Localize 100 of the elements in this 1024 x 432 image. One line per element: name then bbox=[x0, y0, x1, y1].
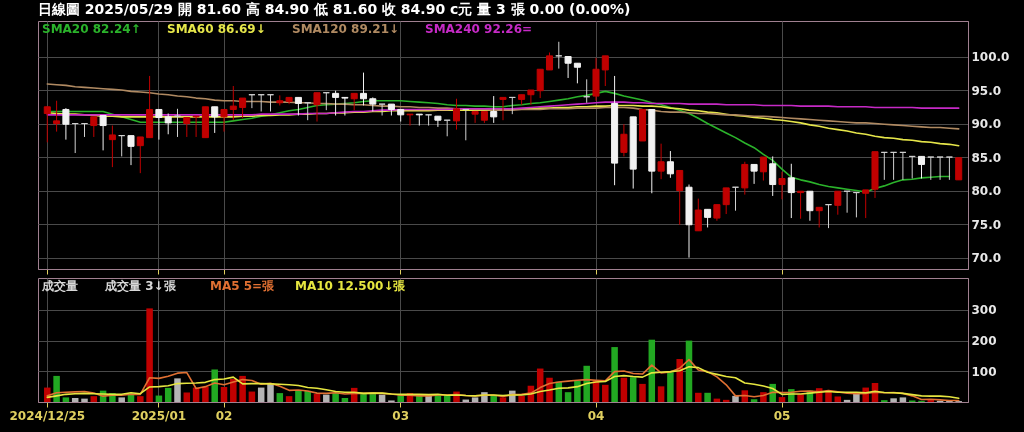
bar bbox=[704, 392, 711, 402]
x-tick-label: 2024/12/25 bbox=[9, 408, 86, 423]
bar bbox=[118, 397, 125, 402]
bar bbox=[695, 392, 702, 402]
bar bbox=[583, 365, 590, 402]
y-tick-label: 70.0 bbox=[971, 251, 1002, 266]
candlestick bbox=[471, 110, 479, 124]
candlestick bbox=[90, 116, 98, 138]
candlestick bbox=[127, 135, 135, 166]
candlestick bbox=[294, 96, 302, 117]
bar bbox=[490, 395, 497, 402]
candlestick bbox=[452, 98, 461, 131]
candlestick bbox=[536, 68, 544, 99]
bar bbox=[471, 397, 479, 402]
candlestick bbox=[917, 155, 926, 180]
y-tick-label: 300 bbox=[971, 303, 997, 318]
bar bbox=[574, 380, 581, 402]
bar bbox=[146, 308, 153, 402]
bar bbox=[518, 395, 525, 402]
bar bbox=[499, 397, 507, 402]
chart-title: 成交量 bbox=[41, 279, 78, 293]
text: SMA120 89.21↓ bbox=[292, 22, 400, 36]
candlestick bbox=[313, 92, 321, 123]
candlestick bbox=[955, 157, 963, 181]
bar bbox=[629, 377, 637, 402]
bar bbox=[620, 377, 628, 402]
candlestick bbox=[778, 171, 786, 200]
bar bbox=[732, 395, 739, 402]
bar bbox=[230, 378, 237, 402]
bar bbox=[323, 394, 330, 402]
candlestick bbox=[220, 108, 228, 133]
text: SMA60 86.69↓ bbox=[167, 22, 266, 36]
candlestick bbox=[62, 107, 70, 141]
candlestick bbox=[927, 156, 935, 181]
bar bbox=[834, 396, 842, 402]
candlestick bbox=[834, 190, 842, 216]
candlestick bbox=[704, 208, 712, 228]
text: SMA20 82.24↑ bbox=[42, 22, 141, 36]
bar bbox=[276, 393, 284, 402]
candlestick bbox=[108, 125, 116, 168]
candlestick bbox=[769, 155, 777, 197]
y-tick-label: 85.0 bbox=[971, 150, 1002, 165]
candlestick bbox=[797, 190, 805, 220]
bar bbox=[90, 396, 98, 402]
candlestick bbox=[657, 143, 665, 180]
candlestick bbox=[564, 56, 572, 79]
bar bbox=[341, 398, 349, 402]
candlestick bbox=[359, 72, 368, 106]
candlestick bbox=[759, 156, 767, 182]
bar bbox=[183, 392, 191, 402]
candlestick bbox=[527, 89, 535, 106]
bar bbox=[667, 372, 674, 402]
bar bbox=[676, 359, 683, 402]
candlestick bbox=[183, 117, 191, 138]
candlestick bbox=[787, 163, 795, 219]
bar bbox=[899, 397, 907, 402]
candlestick bbox=[862, 189, 870, 219]
bar bbox=[220, 386, 228, 402]
bar bbox=[285, 396, 293, 402]
candlestick bbox=[620, 123, 628, 157]
y-tick-label: 80.0 bbox=[971, 184, 1002, 199]
candlestick bbox=[211, 106, 219, 134]
bar bbox=[313, 394, 321, 402]
text: MA10 12.500↓張 bbox=[295, 279, 407, 293]
candlestick bbox=[945, 156, 953, 181]
bar bbox=[611, 347, 618, 402]
candlestick bbox=[229, 85, 237, 121]
bar bbox=[71, 398, 79, 402]
line-series bbox=[46, 83, 960, 130]
candlestick bbox=[806, 190, 814, 222]
candlestick bbox=[43, 105, 51, 143]
candlestick bbox=[666, 150, 674, 179]
candlestick bbox=[136, 136, 144, 174]
candlestick bbox=[722, 187, 730, 215]
candlestick bbox=[490, 95, 498, 124]
bar bbox=[164, 387, 172, 402]
series-label: 成交量 3↓張 bbox=[104, 279, 177, 293]
line-series bbox=[46, 365, 960, 400]
candlestick bbox=[332, 90, 340, 117]
candlestick bbox=[341, 96, 349, 117]
candlestick bbox=[239, 97, 247, 119]
y-tick-label: 95.0 bbox=[971, 83, 1002, 98]
x-tick-label: 04 bbox=[587, 408, 605, 423]
bar bbox=[657, 386, 665, 402]
bar bbox=[639, 383, 646, 402]
bar bbox=[295, 390, 302, 402]
x-tick-label: 05 bbox=[773, 408, 791, 423]
bar bbox=[202, 386, 209, 402]
text: MA5 5=張 bbox=[210, 279, 276, 293]
candlestick bbox=[499, 96, 507, 121]
bar bbox=[304, 390, 311, 402]
candlestick bbox=[434, 115, 442, 128]
bar bbox=[81, 398, 88, 402]
candlestick bbox=[53, 100, 61, 133]
candlestick bbox=[164, 113, 172, 135]
candlestick bbox=[741, 161, 749, 196]
x-tick-label: 03 bbox=[392, 408, 410, 423]
bar bbox=[211, 369, 218, 402]
y-tick-label: 100 bbox=[971, 364, 997, 379]
text: SMA240 92.26= bbox=[425, 22, 533, 36]
